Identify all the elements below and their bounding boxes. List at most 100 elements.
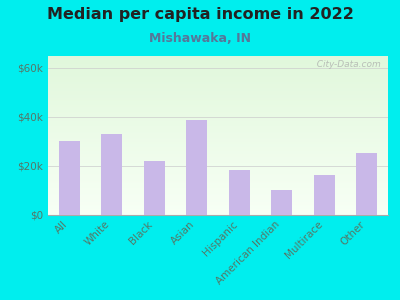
Bar xyxy=(314,176,335,214)
Bar xyxy=(48,183,388,184)
Bar xyxy=(48,197,388,198)
Bar xyxy=(48,181,388,182)
Bar xyxy=(101,134,122,214)
Bar xyxy=(48,125,388,126)
Bar xyxy=(48,62,388,63)
Bar xyxy=(48,102,388,103)
Bar xyxy=(48,131,388,132)
Bar xyxy=(48,56,388,57)
Bar xyxy=(48,142,388,143)
Bar xyxy=(48,122,388,123)
Bar xyxy=(48,130,388,131)
Bar xyxy=(48,137,388,138)
Bar xyxy=(48,60,388,61)
Bar xyxy=(48,202,388,203)
Bar xyxy=(48,143,388,144)
Bar xyxy=(48,187,388,188)
Bar xyxy=(48,186,388,187)
Bar xyxy=(48,175,388,176)
Bar xyxy=(48,104,388,105)
Bar xyxy=(48,168,388,169)
Bar xyxy=(48,134,388,135)
Bar xyxy=(48,158,388,159)
Bar xyxy=(48,170,388,171)
Bar xyxy=(48,140,388,141)
Bar xyxy=(48,83,388,84)
Bar xyxy=(48,212,388,213)
Bar xyxy=(48,201,388,202)
Bar xyxy=(48,121,388,122)
Bar xyxy=(48,124,388,125)
Bar xyxy=(48,207,388,208)
Bar xyxy=(48,194,388,195)
Bar xyxy=(271,190,292,214)
Bar xyxy=(48,132,388,133)
Bar xyxy=(48,173,388,174)
Bar xyxy=(48,57,388,58)
Bar xyxy=(48,97,388,98)
Bar xyxy=(48,210,388,211)
Bar xyxy=(48,66,388,67)
Bar xyxy=(48,146,388,147)
Bar xyxy=(48,139,388,140)
Bar xyxy=(48,136,388,137)
Bar xyxy=(48,115,388,116)
Bar xyxy=(48,174,388,175)
Bar xyxy=(48,180,388,181)
Bar xyxy=(48,58,388,59)
Bar xyxy=(48,213,388,214)
Bar xyxy=(48,135,388,136)
Bar xyxy=(48,108,388,109)
Bar xyxy=(48,95,388,96)
Bar xyxy=(48,75,388,76)
Bar xyxy=(48,190,388,191)
Bar xyxy=(48,147,388,148)
Bar xyxy=(48,144,388,145)
Bar xyxy=(48,117,388,118)
Bar xyxy=(48,71,388,72)
Bar xyxy=(48,149,388,150)
Bar xyxy=(48,114,388,115)
Bar xyxy=(48,72,388,73)
Bar xyxy=(48,99,388,100)
Bar xyxy=(48,159,388,160)
Bar xyxy=(186,120,207,214)
Bar xyxy=(48,59,388,60)
Bar xyxy=(48,74,388,75)
Bar xyxy=(48,116,388,117)
Bar xyxy=(48,98,388,99)
Bar xyxy=(48,113,388,114)
Bar xyxy=(48,64,388,65)
Bar xyxy=(48,84,388,85)
Bar xyxy=(48,112,388,113)
Bar xyxy=(48,120,388,121)
Bar xyxy=(48,150,388,151)
Bar xyxy=(48,110,388,111)
Bar xyxy=(48,88,388,89)
Bar xyxy=(48,81,388,82)
Bar xyxy=(48,90,388,91)
Bar xyxy=(48,153,388,154)
Bar xyxy=(48,188,388,189)
Bar xyxy=(48,80,388,81)
Bar xyxy=(356,153,377,214)
Bar xyxy=(48,155,388,156)
Bar xyxy=(48,177,388,178)
Bar xyxy=(48,85,388,86)
Bar xyxy=(48,103,388,104)
Bar xyxy=(48,156,388,157)
Bar xyxy=(48,77,388,78)
Bar xyxy=(48,101,388,102)
Bar xyxy=(48,199,388,200)
Bar xyxy=(229,170,250,214)
Bar xyxy=(48,185,388,186)
Bar xyxy=(48,179,388,180)
Bar xyxy=(48,129,388,130)
Bar xyxy=(48,171,388,172)
Bar xyxy=(48,111,388,112)
Bar xyxy=(48,151,388,152)
Bar xyxy=(48,203,388,204)
Bar xyxy=(48,128,388,129)
Bar xyxy=(48,94,388,95)
Bar xyxy=(48,105,388,106)
